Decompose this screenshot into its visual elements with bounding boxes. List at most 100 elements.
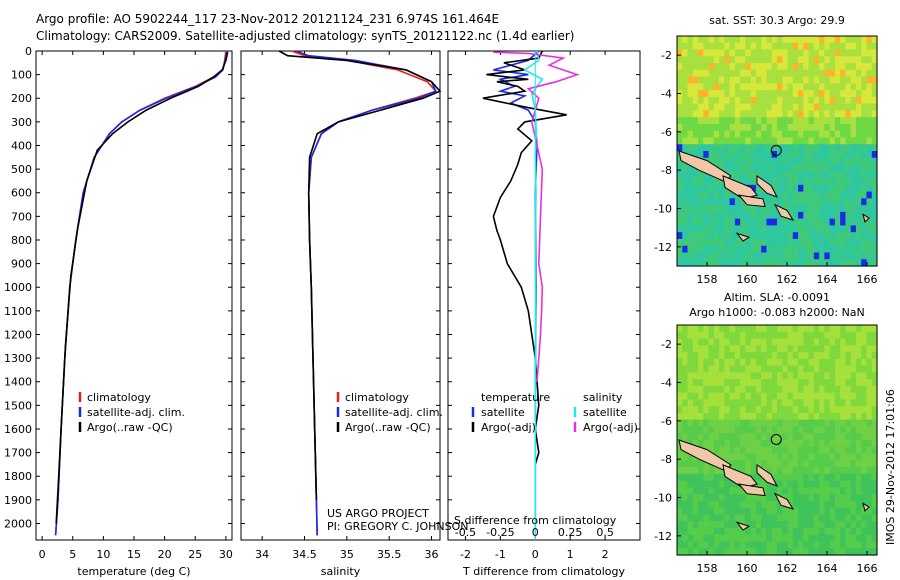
sla-map-cell [724,419,731,428]
sst-map-cell [734,245,741,254]
sst-map-cell [740,259,747,267]
sst-map-cell [734,76,741,84]
sst-map-cell [777,56,783,64]
sst-map-cell [687,218,694,227]
sst-map-xtick-label: 160 [737,273,758,286]
sst-map-cell [813,151,820,159]
sla-map-cell [729,500,736,509]
sst-map-cell [719,96,725,105]
sst-map-cell [866,137,873,145]
sst-map-cell [682,117,689,125]
sla-map-cell [740,467,747,475]
sst-map-cell [692,83,699,91]
sst-map-cell [813,191,820,199]
sla-map-cell [719,379,725,387]
sla-map-cell [777,487,783,495]
sla-map-cell [840,372,847,380]
sla-map-cell [782,385,789,394]
sst-map-cell [850,259,857,267]
sst-map-cell [745,103,752,112]
sst-map-cell [724,144,731,152]
sla-map-cell [871,365,878,373]
sla-map-cell [855,385,862,394]
sla-map-cell [819,379,825,387]
sla-map-cell [850,385,857,394]
legend-entry-temperature: satellite [481,406,525,419]
sst-map-cell [719,144,725,152]
sla-map-cell [729,494,736,502]
sla-map-cell [871,494,878,502]
sla-map-cell [850,406,857,414]
sla-map-cell [719,473,725,482]
sla-map-cell [761,399,768,407]
sla-map-cell [687,453,694,461]
sla-map-cell [687,480,694,488]
sla-map-cell [677,419,683,428]
sla-map-cell [798,446,804,455]
sla-map-cell [782,358,789,367]
sst-map-cell [766,123,773,132]
sst-map-cell [687,69,694,78]
sst-map-cell [787,157,794,166]
sst-map-cell [819,76,825,84]
sla-map-cell [866,507,873,516]
sla-map-cell [687,385,694,394]
sla-map-cell [761,446,768,455]
sla-map-cell [855,467,862,475]
sla-map-cell [682,331,689,340]
sst-map-cell [819,232,825,240]
sla-map-cell [698,419,704,428]
sla-map-cell [724,352,731,360]
sst-map-cell [782,117,789,125]
sla-map-cell [719,480,725,488]
sst-map-cell [687,76,694,84]
depth-tick-label: 1900 [4,494,32,507]
sst-map-cell [798,144,804,152]
sla-map-cell [787,345,794,353]
sla-map-cell [798,500,804,509]
sst-map-cell [824,245,831,254]
sla-map-cell [819,365,825,373]
sst-map-cell [787,117,794,125]
sla-map-cell [734,548,741,556]
sla-map-cell [866,392,873,401]
sst-map-cell [861,110,868,118]
sla-map-cell [787,338,794,346]
sst-map-cell [866,69,873,78]
temperature-panel [35,50,233,541]
sla-map-cell [771,345,778,353]
sst-map-cell [850,137,857,145]
sla-map-cell [771,426,778,434]
sla-map-cell [761,514,768,522]
sla-map-cell [871,358,878,367]
sst-map-cell [750,157,757,166]
sst-map-cell [840,56,847,64]
sla-map-cell [819,440,825,448]
sla-map-cell [729,399,736,407]
sla-map-cell [819,433,825,441]
sla-map-cell [719,446,725,455]
sst-map-cell [808,137,815,145]
sla-map-cell [798,514,804,522]
sst-map-cell [677,42,683,51]
sst-map-cell [719,198,725,206]
sla-map-cell [682,460,689,468]
sla-map-cell [819,419,825,428]
sla-map-cell [792,331,799,340]
sla-map-cell [761,385,768,394]
sst-map-cell [692,198,699,206]
sla-map-cell [750,365,757,373]
sst-map-cell [782,171,789,179]
sst-map-cell [750,218,757,227]
sst-map-cell [845,252,852,260]
sst-map-cell [692,184,699,193]
sla-map-cell [798,426,804,434]
sst-map-cell [745,252,752,260]
sla-map-cell [703,379,710,387]
sla-map-cell [698,358,704,367]
sst-map-cell [792,144,799,152]
sst-map-cell [834,110,841,118]
sla-map-cell [708,412,715,421]
sst-map-cell [861,205,868,213]
sla-map-cell [771,352,778,360]
